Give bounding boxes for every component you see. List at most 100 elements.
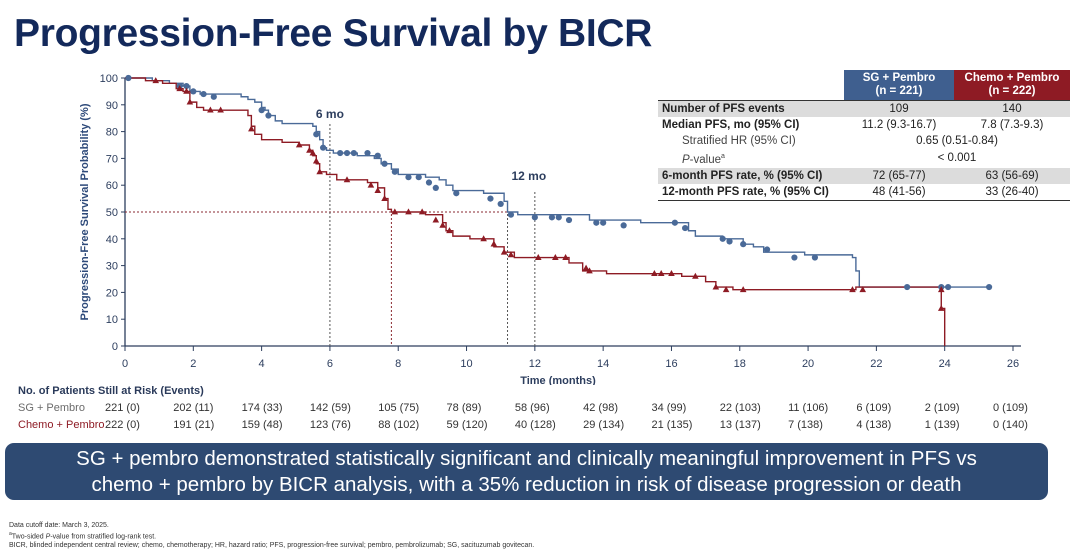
- at-risk-cell: 40 (128): [514, 419, 556, 431]
- censor-marker-sg: [374, 152, 381, 159]
- at-risk-cell: 13 (137): [719, 419, 761, 431]
- at-risk-cell: 1 (139): [924, 419, 960, 431]
- y-tick-label: 50: [106, 207, 118, 219]
- censor-marker-sg: [945, 283, 952, 291]
- at-risk-cell: 105 (75): [378, 402, 420, 414]
- censor-marker-chemo: [937, 286, 945, 293]
- at-risk-cell: 6 (109): [856, 402, 892, 414]
- table-row: Median PFS, mo (95% CI) 11.2 (9.3-16.7) …: [658, 117, 1070, 133]
- header-chemo-name: Chemo + Pembro: [964, 72, 1060, 84]
- censor-marker-chemo: [651, 270, 658, 277]
- cell-chemo: 63 (56-69): [985, 169, 1039, 182]
- at-risk-cell: 34 (99): [651, 402, 687, 414]
- censor-marker-sg: [600, 219, 607, 226]
- censor-marker-chemo: [217, 106, 224, 113]
- table-row: 6-month PFS rate, % (95% CI) 72 (65-77) …: [658, 167, 1070, 184]
- x-tick-label: 4: [259, 358, 265, 370]
- header-sg-n: (n = 221): [875, 85, 923, 97]
- p-label-rest: -value: [689, 153, 721, 166]
- censor-marker-sg: [432, 184, 439, 191]
- row-label: 6-month PFS rate, % (95% CI): [662, 169, 823, 182]
- cell-sg: 11.2 (9.3-16.7): [861, 119, 937, 131]
- censor-marker-sg: [200, 90, 207, 98]
- at-risk-cell: 59 (120): [446, 419, 488, 431]
- censor-marker-chemo: [507, 251, 515, 258]
- y-tick-label: 20: [106, 287, 118, 299]
- censor-markers: [125, 74, 993, 311]
- y-axis-label: Progression-Free Survival Probability (%…: [79, 103, 91, 320]
- row-label: P-valuea: [658, 149, 844, 168]
- footnote-pvalue: aTwo-sided P-value from stratified log-r…: [9, 530, 534, 541]
- censor-marker-sg: [350, 149, 357, 157]
- y-tick-label: 30: [106, 261, 118, 273]
- row-label: Median PFS, mo (95% CI): [662, 119, 800, 131]
- censor-marker-chemo: [367, 181, 375, 188]
- censor-marker-sg: [555, 214, 562, 221]
- footnotes: Data cutoff date: March 3, 2025. aTwo-si…: [9, 521, 534, 550]
- censor-marker-sg: [811, 254, 819, 261]
- censor-marker-sg: [531, 214, 538, 221]
- censor-marker-chemo: [439, 221, 446, 228]
- censor-marker-sg: [190, 88, 197, 95]
- at-risk-cell: 0 (140): [993, 419, 1028, 431]
- row-label: Number of PFS events: [658, 100, 844, 117]
- x-tick-label: 14: [597, 358, 609, 370]
- x-tick-label: 10: [460, 358, 472, 370]
- y-tick-label: 90: [106, 100, 118, 112]
- censor-marker-sg: [391, 168, 398, 175]
- censor-marker-sg: [620, 222, 627, 229]
- at-risk-cell: 222 (0): [105, 419, 140, 431]
- censor-marker-sg: [125, 74, 132, 82]
- x-axis-label: Time (months): [520, 375, 596, 385]
- header-chemo-pembro: Chemo + Pembro (n = 222): [954, 70, 1070, 101]
- censor-marker-chemo: [183, 87, 190, 94]
- censor-marker-chemo: [306, 146, 313, 153]
- cell-sg: 109: [844, 100, 954, 117]
- annotation-12-mo: 12 mo: [512, 169, 547, 183]
- cell-combined: < 0.001: [937, 152, 977, 165]
- censor-marker-sg: [319, 144, 327, 151]
- at-risk-cell: 11 (106): [788, 402, 829, 414]
- y-tick-label: 40: [106, 234, 118, 246]
- p-footnote-mark: a: [721, 153, 725, 160]
- x-tick-label: 12: [529, 358, 541, 370]
- censor-marker-chemo: [500, 248, 508, 255]
- censor-marker-sg: [791, 254, 798, 261]
- x-tick-label: 2: [190, 358, 196, 370]
- cell-chemo: 7.8 (7.3-9.3): [980, 119, 1044, 131]
- censor-marker-sg: [415, 174, 422, 181]
- censor-marker-chemo: [668, 270, 675, 277]
- censor-marker-sg: [719, 235, 726, 242]
- censor-marker-chemo: [381, 195, 388, 201]
- at-risk-label-sg: SG + Pembro: [18, 402, 85, 414]
- footnote-pvalue-italic: P: [45, 533, 51, 541]
- censor-marker-chemo: [343, 176, 351, 183]
- censor-marker-chemo: [480, 235, 487, 242]
- censor-marker-chemo: [712, 283, 720, 290]
- censor-marker-chemo: [722, 286, 730, 293]
- censor-marker-sg: [904, 283, 911, 291]
- at-risk-cell: 58 (96): [514, 402, 550, 414]
- censor-marker-chemo: [446, 227, 453, 234]
- censor-marker-sg: [183, 82, 190, 90]
- y-tick-label: 10: [106, 314, 118, 326]
- censor-marker-chemo: [374, 186, 382, 193]
- at-risk-label-chemo: Chemo + Pembro: [18, 419, 105, 431]
- y-tick-label: 0: [112, 341, 118, 353]
- censor-marker-sg: [740, 241, 747, 248]
- censor-marker-chemo: [657, 270, 665, 277]
- censor-marker-chemo: [312, 157, 320, 164]
- header-chemo-n: (n = 222): [988, 85, 1036, 97]
- censor-marker-sg: [258, 107, 265, 114]
- censor-marker-sg: [425, 179, 433, 186]
- slide-title: Progression-Free Survival by BICR: [14, 12, 653, 55]
- p-italic: P: [682, 153, 690, 166]
- at-risk-cell: 22 (103): [719, 402, 761, 414]
- censor-marker-chemo: [432, 216, 440, 223]
- censor-marker-sg: [565, 216, 573, 224]
- at-risk-cell: 174 (33): [241, 402, 283, 414]
- censor-marker-chemo: [152, 77, 160, 84]
- censor-marker-chemo: [849, 286, 856, 293]
- censor-marker-chemo: [295, 141, 303, 148]
